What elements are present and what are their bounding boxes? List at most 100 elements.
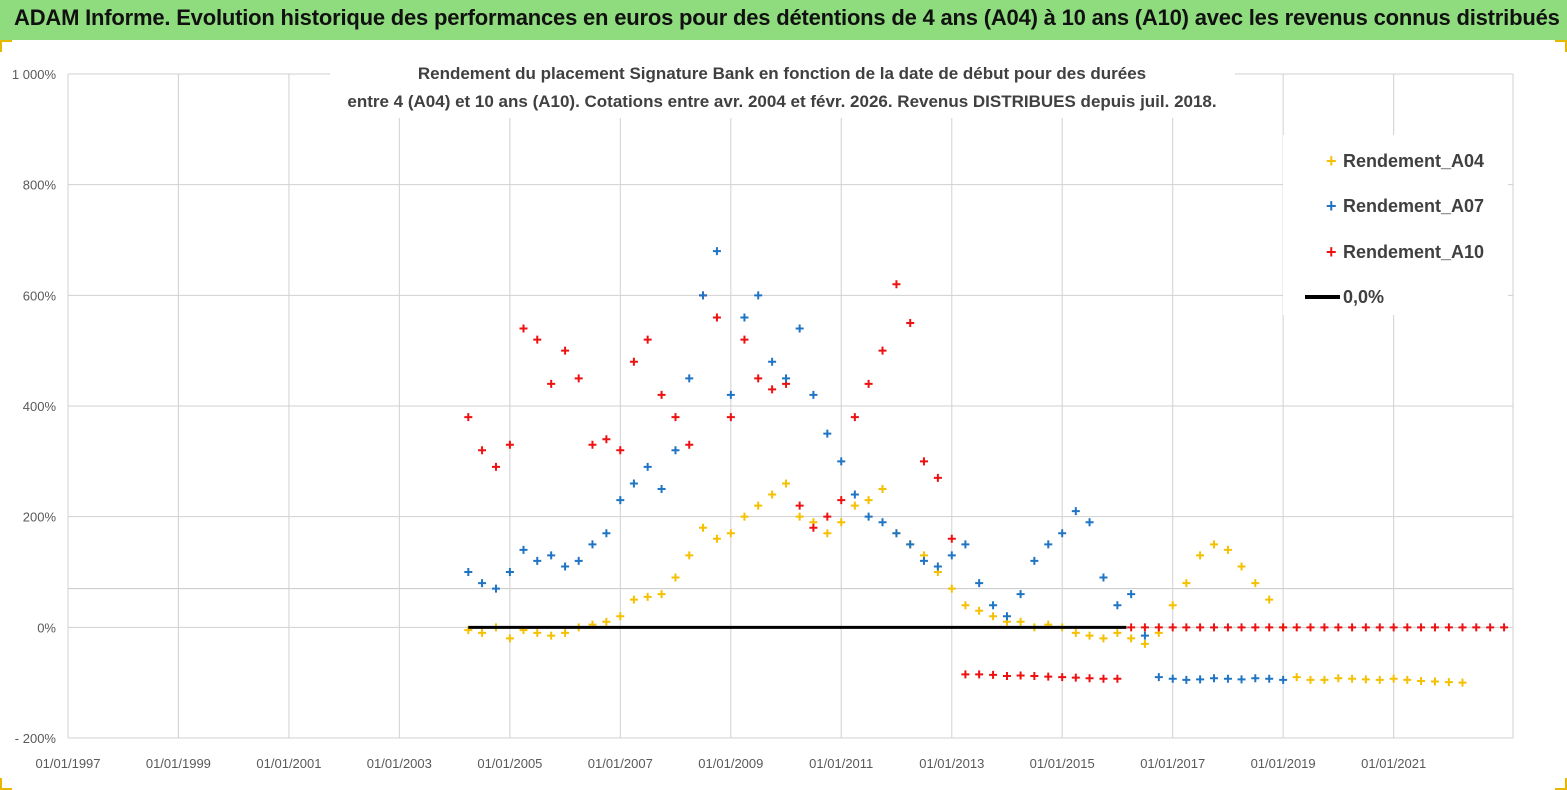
data-point-rendement-a10 xyxy=(919,457,928,466)
data-point-rendement-a04 xyxy=(1361,675,1370,684)
data-point-rendement-a07 xyxy=(809,390,818,399)
data-point-rendement-a04 xyxy=(1403,675,1412,684)
data-point-rendement-a10 xyxy=(712,313,721,322)
data-point-rendement-a07 xyxy=(975,579,984,588)
data-point-rendement-a04 xyxy=(768,490,777,499)
data-point-rendement-a10 xyxy=(547,379,556,388)
data-point-rendement-a04 xyxy=(1306,675,1315,684)
data-point-rendement-a07 xyxy=(1168,674,1177,683)
data-point-rendement-a07 xyxy=(823,429,832,438)
data-point-rendement-a10 xyxy=(906,319,915,327)
data-point-rendement-a10 xyxy=(1085,674,1094,683)
data-point-rendement-a07 xyxy=(754,291,763,300)
data-point-rendement-a04 xyxy=(864,496,873,505)
data-point-rendement-a04 xyxy=(1223,545,1232,554)
data-point-rendement-a07 xyxy=(478,579,487,588)
data-point-rendement-a10 xyxy=(740,335,749,344)
data-point-rendement-a07 xyxy=(574,556,583,565)
data-point-rendement-a07 xyxy=(892,529,901,538)
data-point-rendement-a10 xyxy=(933,473,942,482)
data-point-rendement-a10 xyxy=(1071,673,1080,682)
data-point-rendement-a07 xyxy=(1251,674,1260,683)
data-point-rendement-a04 xyxy=(1265,595,1274,604)
data-point-rendement-a10 xyxy=(1154,623,1163,632)
data-point-rendement-a07 xyxy=(1113,601,1122,610)
data-point-rendement-a04 xyxy=(1099,634,1108,643)
data-point-rendement-a10 xyxy=(1223,623,1232,632)
data-point-rendement-a07 xyxy=(519,545,528,554)
legend-label-a10: Rendement_A10 xyxy=(1343,242,1484,262)
data-point-rendement-a10 xyxy=(726,413,735,422)
data-point-rendement-a10 xyxy=(1196,623,1205,632)
series-rendement-a04 xyxy=(464,479,1467,687)
series-rendement-a07 xyxy=(464,247,1288,684)
data-point-rendement-a07 xyxy=(1002,612,1011,621)
data-point-rendement-a10 xyxy=(657,390,666,399)
data-point-rendement-a10 xyxy=(519,324,528,333)
data-point-rendement-a10 xyxy=(1251,623,1260,632)
data-point-rendement-a07 xyxy=(671,446,680,455)
data-point-rendement-a04 xyxy=(947,584,956,593)
data-point-rendement-a07 xyxy=(464,568,473,576)
data-point-rendement-a04 xyxy=(1417,677,1426,686)
data-point-rendement-a07 xyxy=(1127,590,1136,599)
data-point-rendement-a07 xyxy=(1279,675,1288,684)
data-point-rendement-a07 xyxy=(837,457,846,466)
data-point-rendement-a07 xyxy=(533,556,542,565)
data-point-rendement-a07 xyxy=(878,518,887,527)
data-point-rendement-a07 xyxy=(491,584,500,593)
legend-label-a04: Rendement_A04 xyxy=(1343,151,1484,171)
data-point-rendement-a04 xyxy=(1320,675,1329,684)
data-point-rendement-a07 xyxy=(1210,674,1219,683)
data-point-rendement-a07 xyxy=(1071,507,1080,516)
data-point-rendement-a10 xyxy=(1099,674,1108,683)
data-point-rendement-a04 xyxy=(712,534,721,543)
y-tick-label: - 200% xyxy=(15,731,57,746)
data-point-rendement-a10 xyxy=(1389,623,1398,632)
x-tick-label: 01/01/2001 xyxy=(256,756,321,771)
data-point-rendement-a04 xyxy=(975,606,984,615)
data-point-rendement-a10 xyxy=(754,374,763,383)
data-point-rendement-a10 xyxy=(837,496,846,505)
corner-mark-top-left xyxy=(0,40,12,52)
data-point-rendement-a10 xyxy=(1403,623,1412,632)
data-point-rendement-a10 xyxy=(671,413,680,422)
data-point-rendement-a07 xyxy=(1182,675,1191,684)
y-tick-label: 800% xyxy=(23,178,57,193)
data-point-rendement-a07 xyxy=(547,551,556,560)
data-point-rendement-a04 xyxy=(795,512,804,521)
x-tick-label: 01/01/2007 xyxy=(588,756,653,771)
data-point-rendement-a04 xyxy=(561,628,570,637)
data-point-rendement-a07 xyxy=(1140,631,1149,640)
data-point-rendement-a10 xyxy=(795,501,804,510)
data-point-rendement-a07 xyxy=(1016,590,1025,599)
data-point-rendement-a07 xyxy=(961,540,970,549)
data-point-rendement-a07 xyxy=(1223,674,1232,683)
data-point-rendement-a04 xyxy=(1348,674,1357,683)
series-rendement-a10 xyxy=(464,280,1509,683)
data-point-rendement-a10 xyxy=(1140,623,1149,632)
data-point-rendement-a07 xyxy=(947,551,956,560)
y-tick-label: 600% xyxy=(23,288,57,303)
data-point-rendement-a04 xyxy=(878,485,887,493)
data-point-rendement-a10 xyxy=(864,379,873,388)
data-point-rendement-a07 xyxy=(699,291,708,300)
data-point-rendement-a04 xyxy=(464,626,473,635)
data-point-rendement-a07 xyxy=(1154,673,1163,682)
data-point-rendement-a10 xyxy=(1127,623,1136,632)
data-point-rendement-a07 xyxy=(657,485,666,493)
data-point-rendement-a04 xyxy=(1444,678,1453,687)
data-point-rendement-a04 xyxy=(1140,639,1149,648)
data-point-rendement-a04 xyxy=(1196,551,1205,560)
axis-labels: - 200% 0% 200% 400% 600% 800% 1 000% 01/01/1997… xyxy=(12,67,1426,771)
chart-title-line-1: Rendement du placement Signature Bank en… xyxy=(418,64,1146,83)
data-point-rendement-a07 xyxy=(629,479,638,488)
data-point-rendement-a10 xyxy=(464,413,473,422)
data-point-rendement-a04 xyxy=(1071,628,1080,637)
data-point-rendement-a04 xyxy=(1389,674,1398,683)
y-tick-label: 1 000% xyxy=(12,67,57,82)
x-tick-label: 01/01/2015 xyxy=(1030,756,1095,771)
yield-chart: - 200% 0% 200% 400% 600% 800% 1 000% 01/01/1997… xyxy=(0,40,1567,790)
legend-label-zero: 0,0% xyxy=(1343,287,1384,307)
x-tick-label: 01/01/2013 xyxy=(919,756,984,771)
